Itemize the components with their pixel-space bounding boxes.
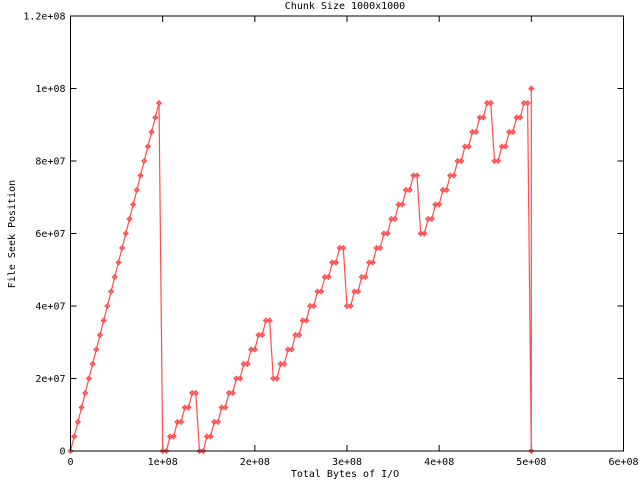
data-point (89, 360, 96, 368)
data-point (100, 317, 107, 324)
x-tick-label: 3e+08 (332, 457, 362, 468)
x-tick-label: 5e+08 (516, 457, 546, 468)
data-point (273, 375, 281, 382)
x-tick-label: 2e+08 (240, 457, 270, 468)
data-point (428, 215, 435, 223)
data-point (259, 331, 266, 339)
data-point (111, 273, 118, 281)
y-tick-label: 1.2e+08 (23, 12, 65, 23)
data-point (318, 288, 325, 295)
data-point (303, 317, 310, 324)
data-point (104, 302, 111, 310)
data-point (377, 244, 384, 252)
data-point (340, 244, 347, 252)
data-point (524, 99, 531, 107)
data-point (244, 360, 251, 368)
data-point (115, 259, 122, 266)
data-point (332, 259, 340, 266)
data-point (155, 99, 163, 107)
data-point (413, 172, 421, 179)
data-point (148, 128, 155, 136)
data-point (214, 418, 222, 426)
data-point (517, 114, 524, 121)
data-point (137, 172, 144, 179)
y-tick-label: 6e+07 (35, 229, 65, 240)
data-point (82, 389, 89, 397)
x-tick-label: 0 (67, 457, 73, 468)
x-tick-label: 6e+08 (608, 457, 638, 468)
y-tick-label: 1e+08 (35, 84, 65, 95)
data-point (458, 157, 465, 165)
data-point (236, 375, 244, 382)
data-point (266, 317, 273, 324)
data-point (399, 201, 406, 208)
data-point (170, 433, 177, 440)
data-point (222, 404, 229, 411)
data-point (96, 331, 104, 339)
x-tick-label: 1e+08 (148, 457, 178, 468)
data-point (406, 186, 413, 194)
y-tick-label: 0 (59, 447, 65, 458)
data-point (487, 99, 494, 107)
data-point (465, 143, 472, 150)
data-point (354, 288, 362, 295)
data-point (71, 433, 78, 440)
data-point (93, 346, 100, 353)
data-point (281, 360, 288, 368)
data-point (144, 143, 152, 150)
data-point (347, 302, 354, 310)
plot-frame (70, 15, 624, 452)
data-point (85, 375, 93, 382)
chart-title: Chunk Size 1000x1000 (285, 1, 405, 12)
data-point (362, 273, 369, 281)
data-point (122, 230, 129, 237)
y-tick-label: 2e+07 (35, 374, 65, 385)
data-point (325, 273, 332, 281)
data-point (207, 433, 214, 440)
data-point (229, 389, 236, 397)
data-point (74, 418, 82, 426)
data-point (443, 186, 450, 194)
data-point (192, 389, 199, 397)
data-point (528, 85, 535, 92)
data-point (450, 172, 458, 179)
data-point (495, 157, 502, 165)
data-point (141, 157, 148, 165)
data-point (472, 128, 480, 136)
data-point (130, 201, 137, 208)
data-point (295, 331, 303, 339)
data-point (185, 404, 192, 411)
data-point (126, 215, 133, 223)
y-tick-label: 4e+07 (35, 302, 65, 313)
data-point (177, 418, 185, 426)
y-axis-label: File Seek Position (7, 180, 18, 288)
y-tick-label: 8e+07 (35, 157, 65, 168)
data-point (288, 346, 295, 353)
data-point (107, 288, 115, 295)
data-point (310, 302, 317, 310)
data-point (436, 201, 443, 208)
data-point (118, 244, 126, 252)
data-point (133, 186, 140, 194)
x-axis-label: Total Bytes of I/O (291, 469, 399, 480)
data-point (251, 346, 258, 353)
data-point (152, 114, 159, 121)
data-point (421, 230, 428, 237)
data-point (391, 215, 399, 223)
data-point (78, 404, 85, 411)
data-point (480, 114, 487, 121)
data-point (384, 230, 391, 237)
x-tick-label: 4e+08 (424, 457, 454, 468)
data-point (369, 259, 376, 266)
data-point (502, 143, 509, 150)
data-point (509, 128, 517, 136)
